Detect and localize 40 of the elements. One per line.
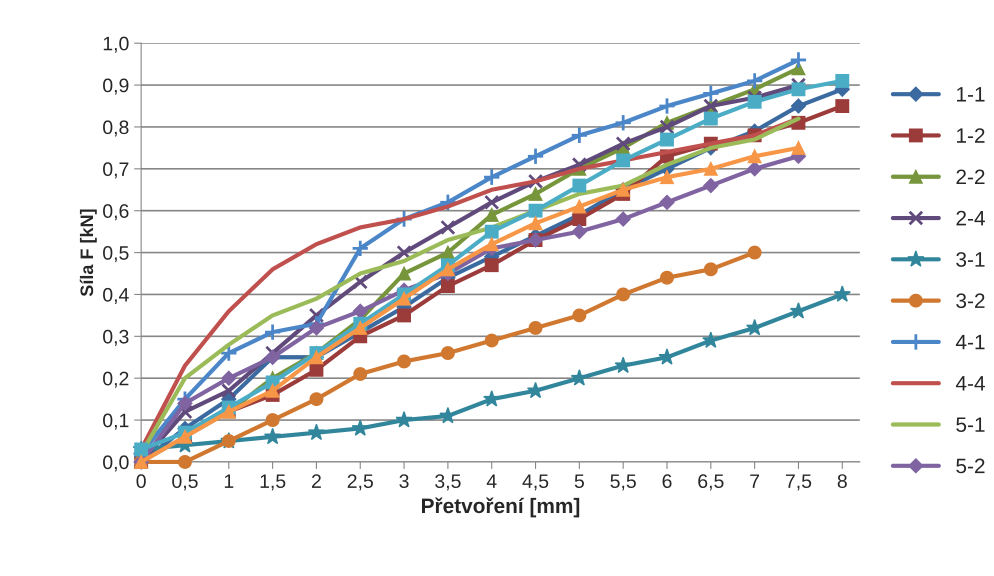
x-tick-label: 6,5 [698, 474, 724, 490]
y-tick-label: 0,8 [103, 120, 128, 136]
x-tick-label: 2,5 [348, 474, 373, 490]
legend-label: 4-4 [956, 376, 985, 391]
x-tick-label: 6 [662, 474, 672, 488]
y-tick-label: 0,2 [103, 372, 128, 388]
x-tick-label: 0,5 [172, 474, 198, 490]
x-axis-title: Přetvoření [mm] [422, 497, 580, 518]
y-tick-label: 0,6 [103, 204, 128, 220]
x-tick-label: 1 [224, 474, 234, 488]
x-tick-label: 1,5 [260, 474, 286, 490]
x-tick-label: 5,5 [610, 474, 636, 490]
y-tick-label: 1,0 [104, 36, 129, 53]
x-tick-label: 8 [838, 474, 847, 488]
y-tick-label: 0,9 [103, 78, 128, 95]
legend-label: 1-2 [957, 128, 984, 143]
legend-label: 3-1 [956, 252, 985, 267]
x-tick-label: 3,5 [435, 474, 461, 490]
y-tick-label: 0,4 [103, 288, 129, 304]
y-tick-label: 0,5 [103, 246, 129, 262]
y-tick-label: 0,1 [103, 414, 128, 430]
legend-label: 2-4 [956, 210, 985, 226]
x-tick-label: 2 [312, 474, 321, 488]
y-axis-title: Síla F [kN] [80, 209, 97, 296]
legend-label: 5-1 [956, 417, 985, 432]
x-tick-label: 7 [750, 474, 760, 488]
y-tick-label: 0,7 [103, 162, 128, 178]
y-tick-label: 0,0 [103, 455, 129, 472]
x-tick-label: 5 [574, 474, 584, 488]
x-tick-label: 0 [136, 474, 146, 488]
legend-label: 4-1 [956, 334, 985, 350]
legend-label: 3-2 [956, 293, 984, 308]
legend-label: 2-2 [956, 169, 984, 184]
x-tick-label: 4,5 [522, 474, 548, 490]
x-tick-label: 3 [399, 474, 409, 488]
legend-label: 1-1 [957, 87, 985, 102]
x-tick-label: 4 [486, 474, 497, 488]
x-tick-label: 7,5 [786, 474, 812, 490]
legend-label: 5-2 [956, 458, 984, 474]
y-tick-label: 0,3 [103, 330, 128, 346]
